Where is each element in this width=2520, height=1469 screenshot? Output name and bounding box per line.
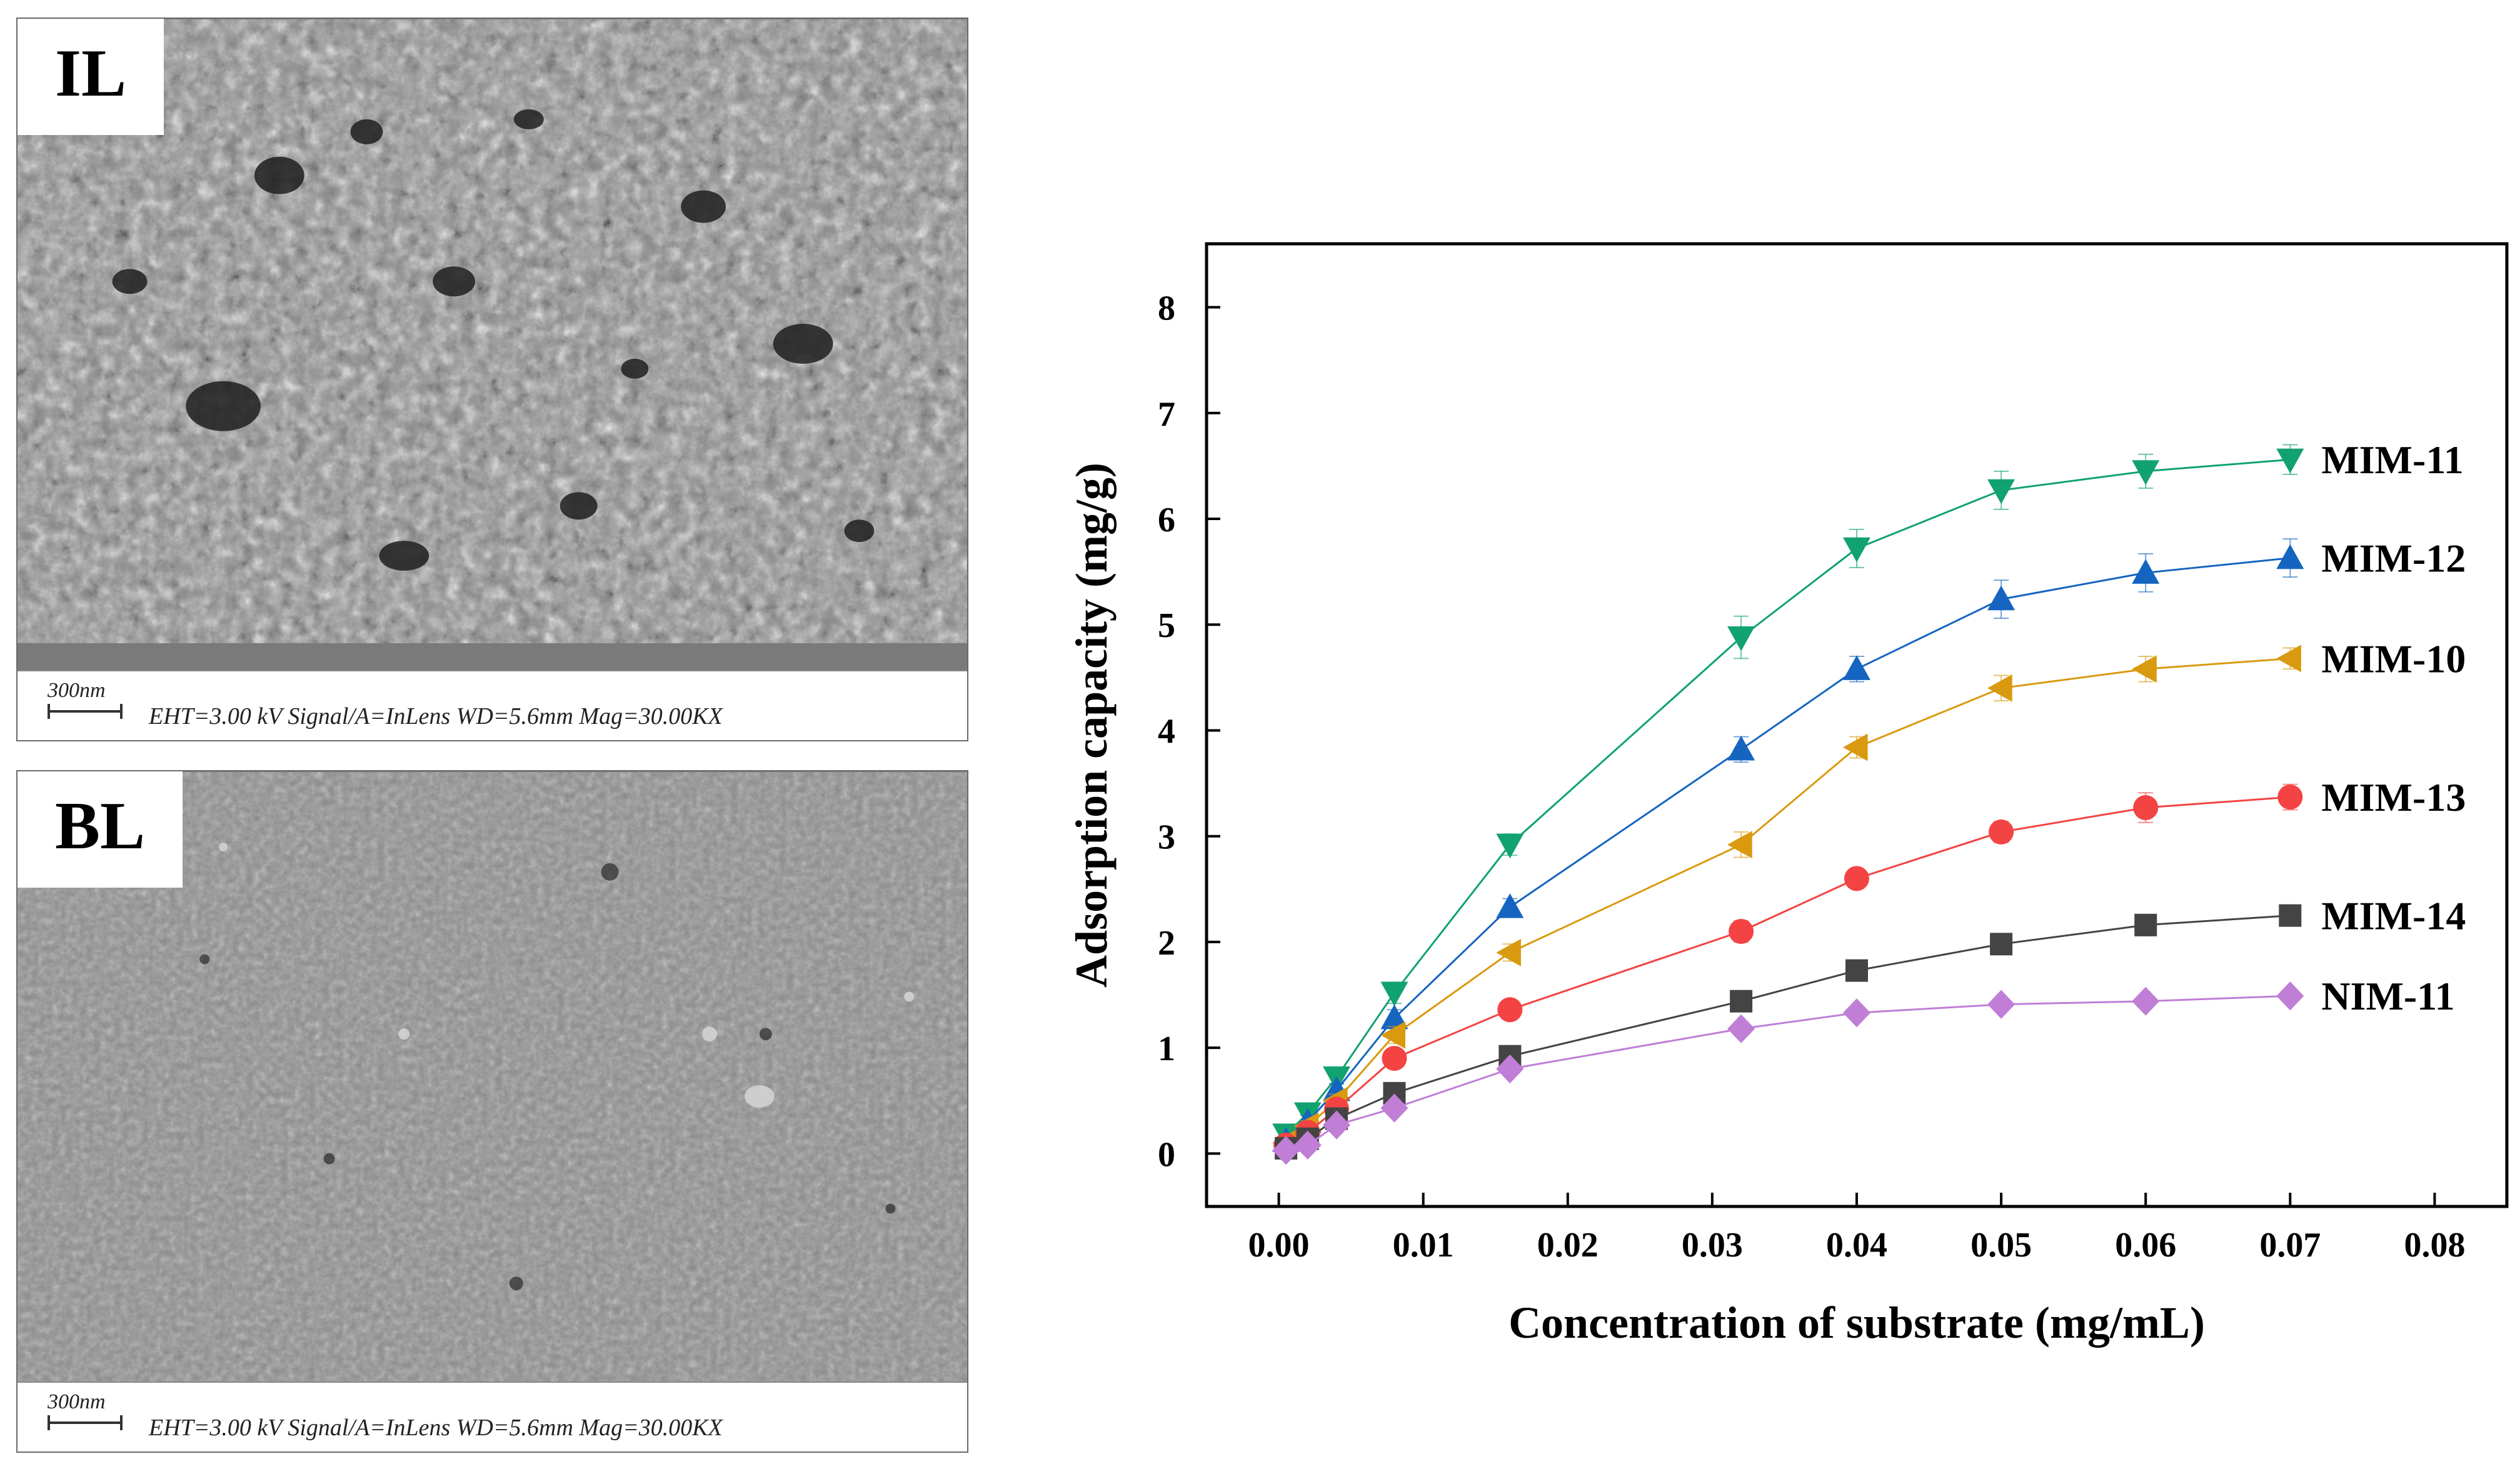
data-point (1272, 1136, 1300, 1165)
data-point (1987, 479, 2015, 504)
data-point (1727, 1014, 1755, 1043)
y-tick-label: 7 (1158, 395, 1175, 434)
panel-label-il: IL (18, 19, 164, 135)
sem-image-bl: BL 300nm EHT=3.00 kV Signal/A=InLens WD=… (16, 770, 968, 1453)
data-point (1380, 1021, 1406, 1049)
series-mim-11: MIM-11 (1272, 438, 2464, 1148)
data-point (1845, 959, 1868, 982)
scale-bar (48, 1415, 123, 1430)
data-point (1987, 674, 2012, 702)
series-label: MIM-14 (2321, 894, 2466, 938)
data-point (1990, 933, 2013, 956)
data-point (1989, 819, 2014, 845)
data-point (1380, 1093, 1408, 1123)
x-tick-label: 0.00 (1248, 1226, 1310, 1265)
y-tick-label: 2 (1158, 924, 1175, 963)
series-label: NIM-11 (2321, 974, 2454, 1018)
x-tick-label: 0.01 (1393, 1226, 1454, 1265)
series-line (1285, 915, 2291, 1150)
data-point (1496, 893, 1524, 918)
scale-bar-label: 300nm (48, 679, 106, 702)
data-point (1843, 537, 1870, 563)
y-tick-label: 3 (1158, 818, 1175, 857)
data-point (1987, 585, 2015, 611)
y-tick-label: 1 (1158, 1030, 1175, 1068)
data-point (1730, 990, 1753, 1013)
scale-bar-label: 300nm (48, 1390, 106, 1413)
data-point (1727, 626, 1755, 651)
x-tick-label: 0.04 (1826, 1226, 1887, 1265)
data-point (2277, 785, 2303, 810)
x-tick-label: 0.03 (1682, 1226, 1743, 1265)
data-point (1727, 831, 1752, 859)
y-tick-label: 6 (1158, 501, 1175, 539)
data-point (2276, 544, 2304, 569)
series-line (1285, 557, 2291, 1142)
data-point (1293, 1130, 1322, 1160)
y-tick-label: 0 (1158, 1135, 1175, 1174)
series-mim-10: MIM-10 (1272, 636, 2466, 1157)
series-label: MIM-11 (2321, 438, 2464, 482)
data-point (1727, 735, 1755, 761)
series-mim-12: MIM-12 (1272, 536, 2466, 1152)
y-tick-label: 4 (1158, 712, 1175, 751)
data-point (1844, 866, 1869, 891)
data-point (1382, 1046, 1407, 1071)
series-label: MIM-10 (2321, 636, 2466, 681)
data-point (1323, 1110, 1350, 1140)
data-point (2132, 655, 2157, 683)
data-point (1496, 833, 1524, 859)
data-point (1496, 938, 1521, 966)
data-point (1843, 733, 1868, 761)
x-tick-label: 0.06 (2115, 1226, 2176, 1265)
data-point (2132, 986, 2160, 1016)
series-nim-11: NIM-11 (1272, 974, 2455, 1165)
x-tick-label: 0.05 (1970, 1226, 2032, 1265)
data-point (1496, 1054, 1524, 1084)
series-line (1285, 458, 2291, 1135)
series-line (1285, 796, 2291, 1146)
sem-info-bar-il: 300nm EHT=3.00 kV Signal/A=InLens WD=5.6… (18, 670, 967, 740)
data-point (1380, 1004, 1408, 1030)
data-point (1729, 919, 1754, 944)
data-point (1497, 997, 1523, 1023)
data-point (2279, 904, 2302, 927)
data-point (2132, 559, 2160, 584)
adsorption-chart: 0.00 0.01 0.02 0.03 0.04 0.05 0.06 0.07 0.08 0 1 2 3… (1063, 206, 2520, 1469)
series-line (1285, 995, 2291, 1151)
sem-metadata: EHT=3.00 kV Signal/A=InLens WD=5.6mm Mag… (149, 703, 723, 729)
x-tick-label: 0.02 (1537, 1226, 1599, 1265)
data-point (1987, 990, 2015, 1019)
data-point (2276, 448, 2304, 474)
data-point (2133, 795, 2159, 820)
scale-bar (48, 704, 123, 719)
sem-metadata: EHT=3.00 kV Signal/A=InLens WD=5.6mm Mag… (149, 1415, 723, 1441)
data-point (2132, 460, 2160, 485)
series-mim-14: MIM-14 (1275, 894, 2466, 1160)
series-label: MIM-12 (2321, 536, 2466, 581)
y-tick-label: 5 (1158, 606, 1175, 645)
sem-info-bar-bl: 300nm EHT=3.00 kV Signal/A=InLens WD=5.6… (18, 1381, 967, 1451)
x-axis-title: Concentration of substrate (mg/mL) (1508, 1298, 2205, 1348)
x-tick-label: 0.07 (2259, 1226, 2321, 1265)
y-tick-label: 8 (1158, 289, 1175, 328)
data-point (1843, 998, 1870, 1028)
series-label: MIM-13 (2321, 775, 2466, 820)
data-point (1843, 655, 1870, 680)
data-point (2276, 981, 2304, 1011)
x-tick-label: 0.08 (2404, 1226, 2465, 1265)
series-mim-13: MIM-13 (1273, 775, 2466, 1158)
sem-image-il: IL 300nm EHT=3.00 kV Signal/A=InLens WD=… (16, 18, 968, 741)
data-point (1380, 981, 1408, 1007)
y-axis-title: Adsorption capacity (mg/g) (1067, 463, 1117, 988)
data-point (2276, 644, 2301, 673)
data-point (2134, 913, 2157, 936)
series-line (1285, 657, 2291, 1144)
panel-label-bl: BL (18, 771, 183, 888)
sem-texture-il (18, 19, 967, 643)
chart-svg: 0.00 0.01 0.02 0.03 0.04 0.05 0.06 0.07 0.08 0 1 2 3… (1067, 242, 2509, 1348)
